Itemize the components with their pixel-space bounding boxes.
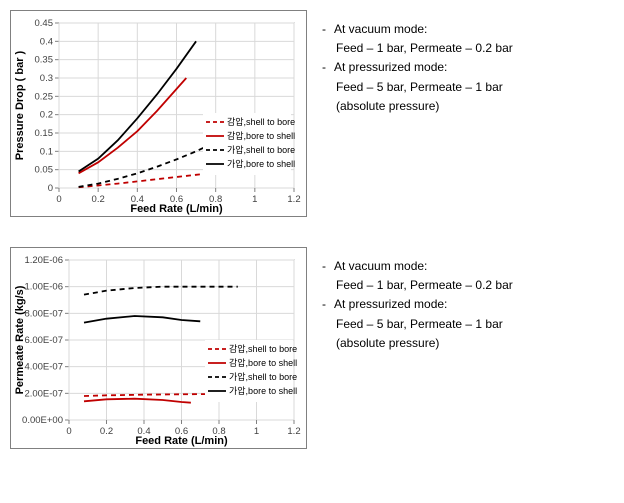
svg-text:Feed Rate (L/min): Feed Rate (L/min) [135, 435, 228, 447]
svg-text:0: 0 [48, 183, 53, 194]
svg-text:1.2: 1.2 [287, 194, 300, 205]
svg-text:가압,shell to bore: 가압,shell to bore [229, 371, 297, 382]
note-text: Feed – 5 bar, Permeate – 1 bar [336, 317, 503, 331]
svg-text:1.20E-06: 1.20E-06 [24, 255, 63, 266]
note-text: At vacuum mode: [334, 22, 427, 36]
note-text: Feed – 5 bar, Permeate – 1 bar [336, 80, 503, 94]
svg-text:감압,bore to shell: 감압,bore to shell [229, 357, 297, 368]
note-text: (absolute pressure) [336, 99, 439, 113]
svg-text:Feed Rate (L/min): Feed Rate (L/min) [130, 203, 223, 215]
notes-1: -At vacuum mode: Feed – 1 bar, Permeate … [307, 10, 513, 116]
note-text: At pressurized mode: [334, 60, 447, 74]
note-text: At pressurized mode: [334, 297, 447, 311]
note-text: At vacuum mode: [334, 259, 427, 273]
svg-text:가압,shell to bore: 가압,shell to bore [227, 144, 295, 155]
svg-text:1.00E-06: 1.00E-06 [24, 282, 63, 293]
svg-text:Permeate Rate (kg/s): Permeate Rate (kg/s) [14, 285, 26, 394]
svg-text:가압,bore to shell: 가압,bore to shell [227, 158, 295, 169]
svg-text:감압,shell to bore: 감압,shell to bore [229, 343, 297, 354]
panel-pressure-drop: 00.050.10.150.20.250.30.350.40.4500.20.4… [10, 10, 614, 217]
svg-text:2.00E-07: 2.00E-07 [24, 388, 63, 399]
svg-text:0.35: 0.35 [35, 55, 54, 66]
svg-text:1: 1 [252, 194, 257, 205]
svg-text:0.3: 0.3 [40, 73, 53, 84]
svg-text:0: 0 [56, 194, 61, 205]
note-text: Feed – 1 bar, Permeate – 0.2 bar [336, 278, 513, 292]
svg-text:0.00E+00: 0.00E+00 [22, 415, 63, 426]
svg-text:6.00E-07: 6.00E-07 [24, 335, 63, 346]
svg-text:Pressure Drop ( bar ): Pressure Drop ( bar ) [14, 50, 26, 160]
svg-text:1: 1 [254, 426, 259, 437]
svg-text:0.1: 0.1 [40, 146, 53, 157]
svg-text:0.25: 0.25 [35, 91, 54, 102]
svg-text:0.4: 0.4 [40, 36, 53, 47]
svg-text:0.05: 0.05 [35, 165, 54, 176]
svg-text:1.2: 1.2 [287, 426, 300, 437]
chart-permeate-rate: 0.00E+00 2.00E-07 4.00E-07 6.00E-07 8.00E-07… [10, 247, 307, 449]
svg-text:0.15: 0.15 [35, 128, 54, 139]
svg-text:0.2: 0.2 [100, 426, 113, 437]
notes-2: -At vacuum mode: Feed – 1 bar, Permeate … [307, 247, 513, 353]
svg-text:0.2: 0.2 [92, 194, 105, 205]
svg-text:0.45: 0.45 [35, 18, 54, 29]
svg-text:감압,shell to bore: 감압,shell to bore [227, 116, 295, 127]
chart-pressure-drop: 00.050.10.150.20.250.30.350.40.4500.20.4… [10, 10, 307, 217]
note-text: Feed – 1 bar, Permeate – 0.2 bar [336, 41, 513, 55]
svg-text:8.00E-07: 8.00E-07 [24, 308, 63, 319]
panel-permeate-rate: 0.00E+00 2.00E-07 4.00E-07 6.00E-07 8.00E-07… [10, 247, 614, 449]
svg-text:0.2: 0.2 [40, 110, 53, 121]
svg-text:감압,bore to shell: 감압,bore to shell [227, 130, 295, 141]
note-text: (absolute pressure) [336, 336, 439, 350]
svg-text:가압,bore to shell: 가압,bore to shell [229, 385, 297, 396]
svg-text:4.00E-07: 4.00E-07 [24, 362, 63, 373]
svg-text:0: 0 [66, 426, 71, 437]
